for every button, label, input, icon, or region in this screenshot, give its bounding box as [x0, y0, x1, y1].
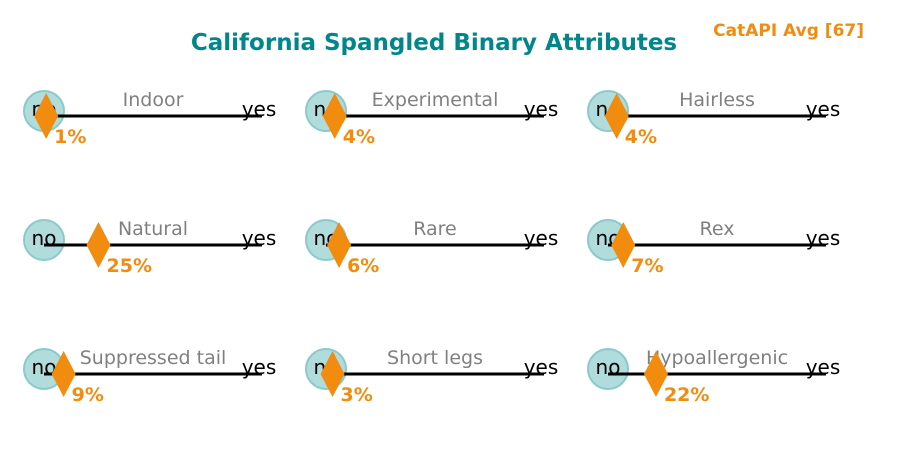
attribute-label: Rex — [700, 218, 735, 240]
value-marker — [604, 93, 629, 139]
attribute-label: Experimental — [372, 89, 499, 111]
attribute-label: Short legs — [387, 347, 483, 369]
attribute-label: Indoor — [123, 89, 184, 111]
attribute-panel: Short legsnoyes3% — [305, 347, 559, 406]
yes-label: yes — [524, 97, 559, 121]
value-label: 6% — [347, 255, 379, 277]
attribute-panel: Indoornoyes1% — [23, 89, 277, 148]
value-label: 22% — [664, 384, 709, 406]
no-end-circle — [587, 348, 629, 390]
value-label: 9% — [72, 384, 104, 406]
yes-label: yes — [806, 355, 841, 379]
chart-title: California Spangled Binary Attributes — [191, 30, 677, 56]
attribute-label: Hairless — [679, 89, 755, 111]
value-marker — [320, 351, 345, 397]
value-label: 1% — [54, 126, 86, 148]
attribute-panels: Indoor no yes 1% Experimental no yes 4% Hairless… — [23, 89, 841, 406]
no-end-circle — [23, 219, 65, 261]
value-marker — [611, 222, 636, 268]
value-marker — [643, 351, 668, 397]
value-marker — [34, 93, 59, 139]
yes-label: yes — [242, 97, 277, 121]
attribute-label: Rare — [413, 218, 457, 240]
yes-label: yes — [242, 355, 277, 379]
value-label: 4% — [625, 126, 657, 148]
value-label: 3% — [341, 384, 373, 406]
no-label: no — [32, 226, 57, 250]
attribute-label: Suppressed tail — [80, 347, 227, 369]
yes-label: yes — [806, 97, 841, 121]
value-marker — [327, 222, 352, 268]
catapi-average-label: CatAPI Avg [67] — [713, 21, 864, 41]
no-label: no — [596, 355, 621, 379]
value-label: 4% — [343, 126, 375, 148]
attribute-panel: Natural no yes 25% — [23, 218, 277, 277]
value-marker — [51, 351, 76, 397]
value-marker — [86, 222, 111, 268]
yes-label: yes — [806, 226, 841, 250]
yes-label: yes — [524, 355, 559, 379]
yes-label: yes — [242, 226, 277, 250]
value-marker — [322, 93, 347, 139]
value-label: 7% — [631, 255, 663, 277]
yes-label: yes — [524, 226, 559, 250]
attribute-panel: Hypoallergenic no yes 22% — [587, 347, 841, 406]
attribute-label: Hypoallergenic — [646, 347, 788, 369]
attribute-label: Natural — [118, 218, 188, 240]
value-label: 25% — [107, 255, 152, 277]
